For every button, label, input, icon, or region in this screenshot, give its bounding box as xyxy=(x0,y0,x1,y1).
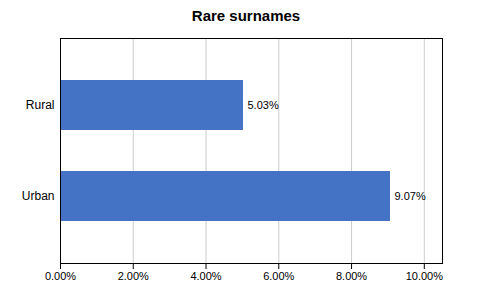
svg-text:Urban: Urban xyxy=(22,189,55,203)
svg-text:10.00%: 10.00% xyxy=(406,270,444,282)
svg-text:0.00%: 0.00% xyxy=(45,270,76,282)
svg-text:5.03%: 5.03% xyxy=(247,99,278,111)
html-text:Rare surnames: Rare surnames xyxy=(191,7,301,24)
svg-text:8.00%: 8.00% xyxy=(336,270,367,282)
svg-text:6.00%: 6.00% xyxy=(263,270,294,282)
svg-text:9.07%: 9.07% xyxy=(394,190,425,202)
svg-text:Rural: Rural xyxy=(26,98,55,112)
svg-text:4.00%: 4.00% xyxy=(190,270,221,282)
svg-text:2.00%: 2.00% xyxy=(118,270,149,282)
